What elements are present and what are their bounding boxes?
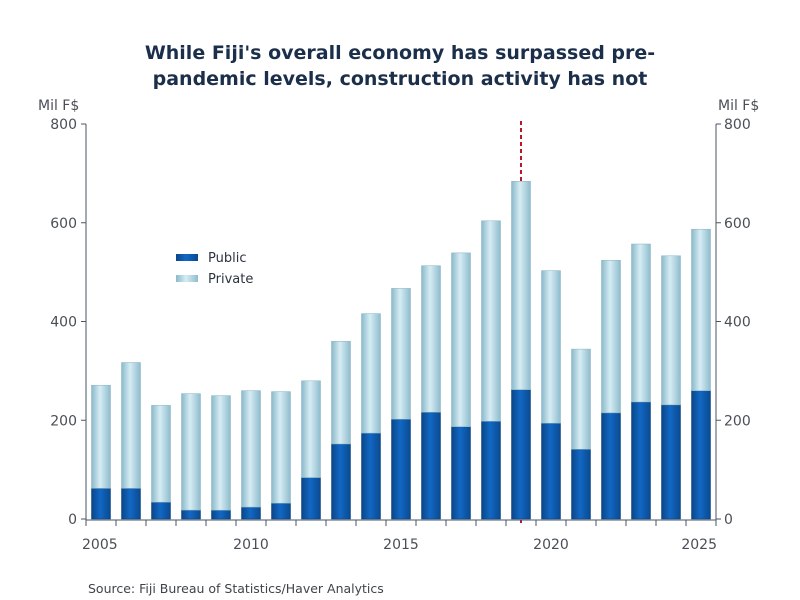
bar-private-2009 [211, 395, 231, 511]
bar-private-2007 [151, 405, 171, 503]
x-tick-label-2025: 2025 [681, 537, 717, 553]
bar-public-2021 [571, 449, 591, 520]
bar-private-2018 [481, 220, 501, 422]
bar-private-2022 [601, 260, 621, 414]
bar-private-2015 [391, 288, 411, 420]
bar-public-2022 [601, 412, 621, 520]
bar-public-2006 [121, 488, 141, 520]
bar-public-2024 [661, 404, 681, 520]
bar-public-2008 [181, 509, 201, 520]
chart-title-line-2: pandemic levels, construction activity h… [152, 68, 648, 90]
bar-public-2009 [211, 509, 231, 520]
right-y-tick-label-400: 400 [724, 315, 751, 331]
bar-private-2025 [691, 228, 711, 391]
bar-private-2008 [181, 393, 201, 511]
bar-public-2016 [421, 412, 441, 520]
legend-label-public: Public [208, 251, 246, 266]
legend: Public Private [176, 251, 253, 287]
right-y-tick-label-600: 600 [724, 216, 751, 232]
axis-lines-group: 0 0 200 200 400 400 600 600 800 800 2005 2010 2015 20… [50, 117, 750, 553]
bar-private-2021 [571, 348, 591, 450]
right-y-tick-label-800: 800 [724, 117, 751, 133]
bar-private-2012 [301, 380, 321, 478]
source-note: Source: Fiji Bureau of Statistics/Haver … [88, 581, 384, 596]
bar-public-2012 [301, 477, 321, 520]
left-y-tick-label-400: 400 [50, 315, 77, 331]
bar-public-2019 [511, 389, 531, 520]
left-y-tick-label-200: 200 [50, 413, 77, 429]
bar-public-2018 [481, 420, 501, 520]
right-y-tick-label-0: 0 [724, 512, 733, 528]
bar-public-2011 [271, 502, 291, 520]
bar-private-2024 [661, 255, 681, 406]
chart-title: While Fiji's overall economy has surpass… [0, 40, 800, 92]
bar-private-2006 [121, 362, 141, 489]
legend-swatch-public [176, 254, 198, 261]
x-tick-label-2010: 2010 [233, 537, 269, 553]
bar-private-2020 [541, 270, 561, 424]
bar-private-2014 [361, 313, 381, 434]
left-y-tick-label-0: 0 [68, 512, 77, 528]
bar-private-2013 [331, 341, 351, 445]
bar-public-2020 [541, 422, 561, 520]
bar-private-2011 [271, 391, 291, 504]
bar-public-2023 [631, 401, 651, 520]
bar-private-2005 [91, 384, 111, 489]
bar-private-2019 [511, 181, 531, 390]
bar-public-2017 [451, 426, 471, 520]
bar-private-2017 [451, 252, 471, 427]
bar-public-2013 [331, 443, 351, 520]
bar-public-2010 [241, 506, 261, 520]
x-tick-label-2020: 2020 [533, 537, 569, 553]
bar-public-2015 [391, 419, 411, 520]
chart-title-line-1: While Fiji's overall economy has surpass… [144, 42, 656, 64]
right-y-tick-label-200: 200 [724, 413, 751, 429]
x-tick-label-2015: 2015 [383, 537, 419, 553]
legend-label-private: Private [208, 272, 253, 287]
bar-private-2023 [631, 243, 651, 403]
bar-public-2005 [91, 488, 111, 520]
left-y-tick-label-600: 600 [50, 216, 77, 232]
bar-private-2010 [241, 390, 261, 508]
bars-group [91, 181, 711, 520]
bar-public-2025 [691, 390, 711, 520]
left-y-tick-label-800: 800 [50, 117, 77, 133]
legend-swatch-private [176, 275, 198, 282]
x-tick-label-2005: 2005 [82, 537, 118, 553]
bar-private-2016 [421, 265, 441, 413]
bar-public-2014 [361, 432, 381, 520]
left-axis-unit-label: Mil F$ [38, 98, 80, 114]
bar-public-2007 [151, 501, 171, 520]
right-axis-unit-label: Mil F$ [718, 98, 760, 114]
